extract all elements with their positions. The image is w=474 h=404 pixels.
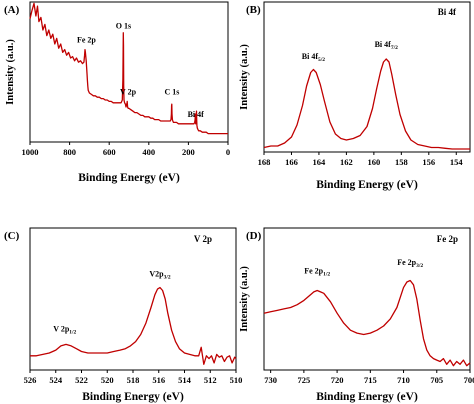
panel-b-x-tick-label: 164 (313, 157, 327, 167)
panel-b-x-tick-label: 156 (422, 157, 435, 167)
panel-c-x-tick-label: 510 (230, 375, 243, 385)
panel-a-plot-frame (29, 1, 229, 143)
panel-c-corner-label: V 2p (194, 234, 212, 244)
panel-c-x-tick-label: 520 (101, 375, 114, 385)
panel-c-x-axis-label: Binding Energy (eV) (82, 391, 184, 403)
panel-a-x-axis-label: Binding Energy (eV) (78, 172, 180, 184)
panel-b-x-tick-label: 154 (450, 157, 464, 167)
panel-c-x-tick-label: 524 (49, 375, 63, 385)
panel-a-x-tick-label: 0 (226, 147, 230, 157)
panel-c-x-tick-label: 522 (75, 375, 88, 385)
panel-a-peak-label: V 2p (120, 87, 137, 96)
panel-d: (D) Fe 2p Binding Energy (eV) Intensity … (239, 227, 474, 403)
panel-d-peak-label: Fe 2p3/2 (397, 258, 423, 269)
panel-d-peak-label: Fe 2p1/2 (304, 266, 330, 277)
panel-d-tag: (D) (246, 230, 262, 242)
panel-b-tag: (B) (246, 4, 261, 16)
panel-d-x-tick-label: 705 (430, 375, 443, 385)
panel-c-plot-frame (29, 227, 237, 371)
panel-b-x-tick-label: 162 (340, 157, 353, 167)
panel-c-peak-label: V2p3/2 (149, 269, 171, 280)
panel-b-x-tick-label: 166 (285, 157, 298, 167)
panel-d-corner-label: Fe 2p (437, 234, 458, 244)
panel-d-x-tick-label: 720 (331, 375, 344, 385)
panel-d-x-tick-label: 710 (397, 375, 410, 385)
panel-a-x-tick-label: 800 (63, 147, 76, 157)
panel-b-x-tick-label: 158 (395, 157, 408, 167)
panel-c: (C) V 2p Binding Energy (eV) 526 524 522 52… (4, 227, 243, 403)
panel-a-y-axis-label: Intensity (a.u.) (5, 39, 16, 105)
panel-c-x-tick-label: 512 (204, 375, 217, 385)
panel-b-y-axis-label: Intensity (a.u.) (239, 44, 250, 110)
panel-d-x-tick-label: 725 (297, 375, 310, 385)
panel-d-plot-frame (263, 227, 471, 371)
panel-b-spectrum-line (263, 58, 470, 150)
panel-d-x-axis-label: Binding Energy (eV) (316, 391, 418, 403)
panel-c-tag: (C) (4, 230, 20, 242)
panel-d-y-axis-label: Intensity (a.u.) (239, 266, 250, 332)
panel-a: (A) Binding Energy (eV) Intensity (a.u.)… (4, 1, 230, 184)
panel-b-x-tick-label: 160 (367, 157, 380, 167)
panel-b-peak-label: Bi 4f5/2 (302, 52, 326, 63)
panel-a-tag: (A) (4, 4, 20, 16)
panel-b-corner-label: Bi 4f (438, 7, 457, 17)
panel-b-plot-frame (263, 1, 471, 153)
panel-a-peak-label: O 1s (116, 22, 131, 31)
panel-d-x-tick-label: 700 (464, 375, 474, 385)
panel-a-x-tick-label: 600 (103, 147, 116, 157)
panel-b-x-tick-label: 168 (258, 157, 271, 167)
panel-c-x-tick-label: 514 (178, 375, 192, 385)
panel-d-spectrum-line (263, 279, 471, 367)
panel-c-peak-label: V 2p1/2 (53, 325, 76, 336)
panel-b: (B) Bi 4f Binding Energy (eV) Intensity … (239, 1, 471, 191)
panel-c-spectrum-line (30, 286, 237, 365)
panel-a-x-tick-label: 400 (142, 147, 155, 157)
panel-b-x-axis-label: Binding Energy (eV) (316, 179, 418, 191)
panel-a-x-tick-label: 200 (182, 147, 195, 157)
panel-b-peak-label: Bi 4f7/2 (375, 40, 399, 51)
panel-a-spectrum-line (29, 2, 228, 135)
panel-a-peak-label: C 1s (165, 87, 180, 96)
panel-a-peak-label: Bi 4f (188, 110, 205, 119)
panel-a-peak-label: Fe 2p (77, 36, 96, 45)
panel-c-x-tick-label: 518 (127, 375, 140, 385)
panel-c-x-tick-label: 516 (152, 375, 165, 385)
panel-a-x-tick-label: 1000 (22, 147, 39, 157)
panel-c-x-tick-label: 526 (24, 375, 37, 385)
panel-d-x-tick-label: 730 (264, 375, 277, 385)
panel-d-x-tick-label: 715 (364, 375, 377, 385)
